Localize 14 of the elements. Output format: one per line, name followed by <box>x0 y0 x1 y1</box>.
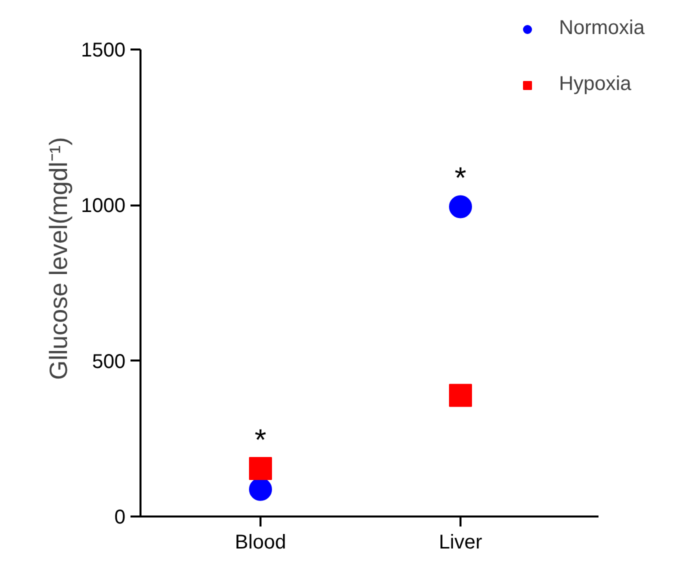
y-tick-label: 1500 <box>81 40 126 62</box>
point <box>249 457 272 480</box>
x-tick-label: Liver <box>438 532 483 554</box>
y-tick-label: 0 <box>114 506 126 528</box>
point <box>449 195 472 218</box>
point <box>449 384 472 407</box>
y-tick-label: 1000 <box>81 195 126 218</box>
annotation: * <box>454 162 467 196</box>
y-axis-title: Gllucose level(mgdl⁻¹) <box>45 137 74 380</box>
legend-label: Hypoxia <box>559 73 632 96</box>
y-tick-label: 500 <box>92 350 126 373</box>
x-tick-label: Blood <box>234 532 286 554</box>
annotation: * <box>254 424 267 458</box>
legend-label: Normoxia <box>559 17 645 40</box>
